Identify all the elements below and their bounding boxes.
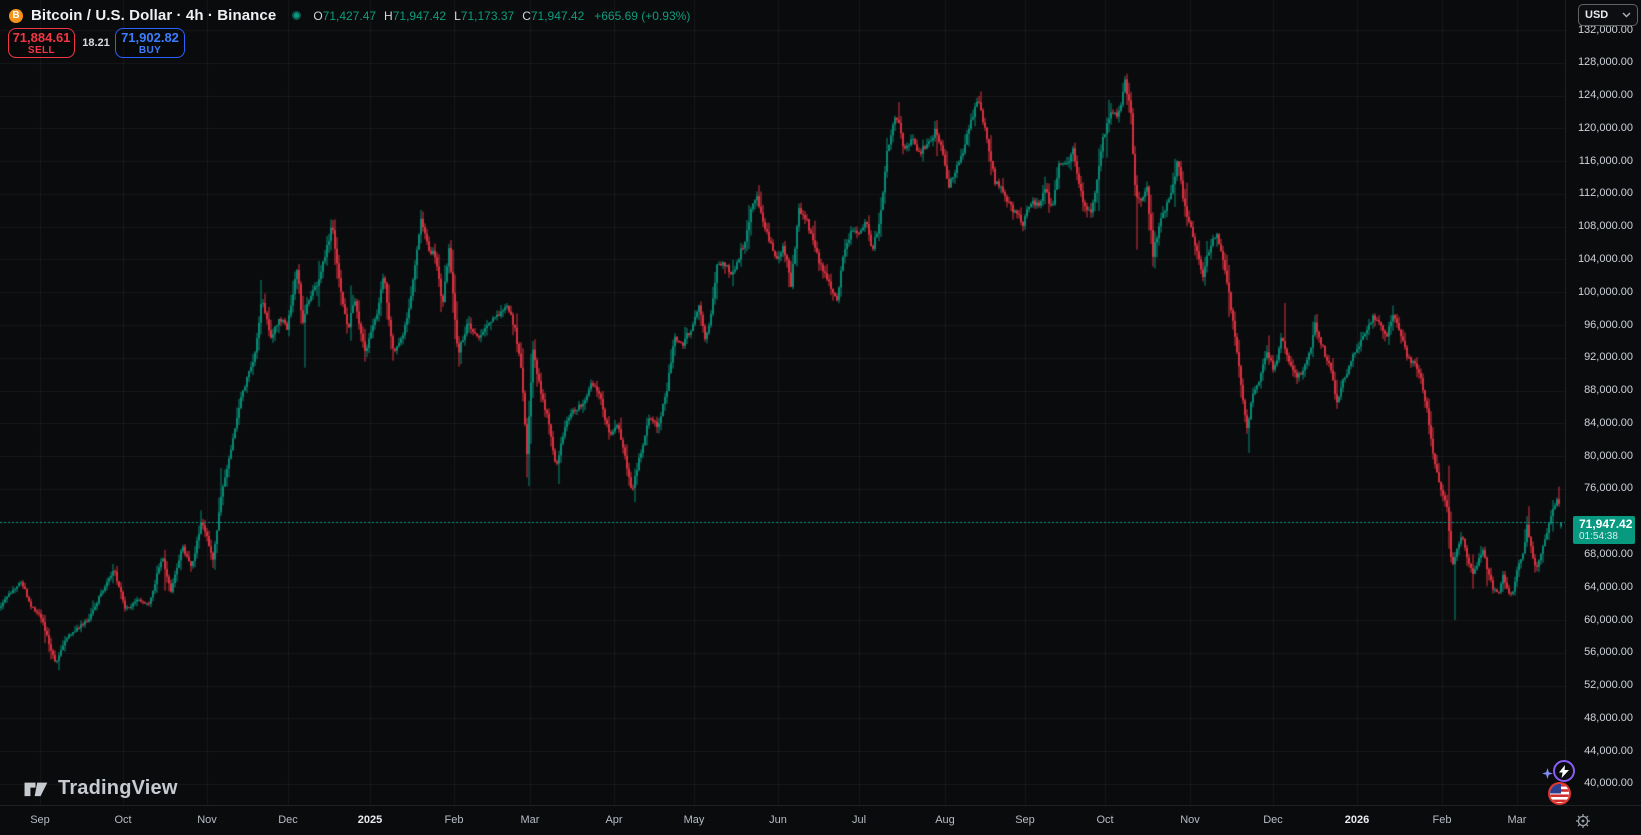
last-price-value: 71,947.42: [1579, 517, 1633, 531]
sparkle-icon: [1542, 768, 1553, 779]
price-tick-label: 92,000.00: [1584, 351, 1633, 364]
symbol-header: B Bitcoin / U.S. Dollar · 4h · Binance O…: [9, 7, 690, 24]
price-tick-label: 132,000.00: [1577, 23, 1633, 36]
low-label: L: [454, 8, 461, 23]
price-tick-label: 120,000.00: [1577, 121, 1633, 134]
market-status-icon: [292, 11, 302, 20]
time-axis[interactable]: Sep Oct Nov Dec 2025 Feb Mar Apr May Jun Jul Aug Sep…: [0, 805, 1641, 835]
bitcoin-logo-icon: B: [9, 8, 23, 23]
price-tick-label: 64,000.00: [1584, 580, 1633, 593]
price-tick-label: 76,000.00: [1584, 482, 1633, 495]
time-tick-label: Sep: [30, 814, 50, 826]
close-label: C: [522, 8, 531, 23]
buy-label: BUY: [138, 44, 162, 56]
price-tick-label: 108,000.00: [1577, 220, 1633, 233]
price-tick-label: 60,000.00: [1584, 613, 1633, 626]
time-tick-label: Feb: [1432, 814, 1452, 826]
price-tick-label: 104,000.00: [1577, 252, 1633, 265]
currency-label: USD: [1585, 9, 1609, 21]
price-tick-label: 40,000.00: [1584, 777, 1633, 790]
time-tick-label: Dec: [1263, 814, 1283, 826]
price-tick-label: 128,000.00: [1577, 56, 1633, 69]
price-tick-label: 68,000.00: [1584, 548, 1633, 561]
price-tick-label: 116,000.00: [1578, 154, 1633, 167]
us-economic-event-badge[interactable]: [1548, 782, 1571, 805]
us-flag-icon: [1550, 784, 1569, 803]
time-tick-label: Feb: [444, 814, 464, 826]
axis-settings-gear-icon[interactable]: [1575, 813, 1591, 829]
price-tick-label: 112,000.00: [1578, 187, 1633, 200]
tradingview-wordmark: TradingView: [58, 777, 178, 799]
bar-countdown: 01:54:38: [1579, 531, 1618, 542]
crypto-event-badge[interactable]: [1553, 760, 1575, 782]
candlestick-chart[interactable]: [0, 0, 1565, 805]
currency-selector[interactable]: USD: [1578, 4, 1638, 26]
time-tick-label: Jul: [851, 814, 867, 826]
lightning-bolt-icon: [1559, 764, 1569, 778]
price-tick-label: 52,000.00: [1584, 679, 1633, 692]
close-value: 71,947.42: [530, 8, 585, 23]
time-tick-label: Apr: [605, 814, 623, 826]
high-value: 71,947.42: [392, 8, 447, 23]
time-tick-label: Mar: [1507, 814, 1527, 826]
tradingview-logo[interactable]: TradingView: [22, 775, 178, 802]
spread-value: 18.21: [82, 37, 110, 49]
chart-event-badges: [1540, 760, 1600, 815]
buy-button[interactable]: 71,902.82 BUY: [115, 28, 185, 58]
price-tick-label: 84,000.00: [1584, 416, 1633, 429]
last-price-tag: 71,947.42 01:54:38: [1573, 516, 1635, 544]
time-tick-label: Nov: [1180, 814, 1200, 826]
price-tick-label: 80,000.00: [1584, 449, 1633, 462]
time-tick-label: Sep: [1015, 814, 1035, 826]
time-tick-label: 2026: [1344, 814, 1370, 826]
price-tick-label: 56,000.00: [1584, 646, 1633, 659]
price-tick-label: 88,000.00: [1584, 384, 1633, 397]
time-tick-label: May: [683, 814, 705, 826]
time-tick-label: Aug: [935, 814, 955, 826]
open-label: O: [313, 8, 323, 23]
time-tick-label: Mar: [520, 814, 540, 826]
price-tick-label: 100,000.00: [1577, 285, 1633, 298]
high-label: H: [384, 8, 393, 23]
ohlc-values: O71,427.47 H71,947.42 L71,173.37 C71,947…: [313, 9, 690, 23]
sell-price: 71,884.61: [12, 29, 71, 45]
time-tick-label: Nov: [197, 814, 217, 826]
time-tick-label: 2025: [357, 814, 383, 826]
time-tick-label: Jun: [769, 814, 787, 826]
price-axis[interactable]: USD 132,000.00 128,000.00 124,000.00 120,00…: [1565, 0, 1641, 805]
price-tick-label: 48,000.00: [1584, 711, 1633, 724]
buy-price: 71,902.82: [121, 29, 179, 45]
price-tick-label: 96,000.00: [1584, 318, 1633, 331]
low-value: 71,173.37: [460, 8, 515, 23]
sell-button[interactable]: 71,884.61 SELL: [8, 28, 75, 58]
tradingview-mark-icon: [24, 782, 48, 797]
open-value: 71,427.47: [322, 8, 377, 23]
price-tick-label: 124,000.00: [1577, 89, 1633, 102]
time-tick-label: Dec: [278, 814, 298, 826]
time-tick-label: Oct: [114, 814, 132, 826]
symbol-title[interactable]: Bitcoin / U.S. Dollar · 4h · Binance: [31, 7, 277, 24]
sell-label: SELL: [27, 44, 56, 56]
chevron-down-icon: [1622, 12, 1631, 18]
change-value: +665.69 (+0.93%): [594, 8, 691, 23]
time-tick-label: Oct: [1096, 814, 1114, 826]
price-tick-label: 44,000.00: [1584, 744, 1633, 757]
